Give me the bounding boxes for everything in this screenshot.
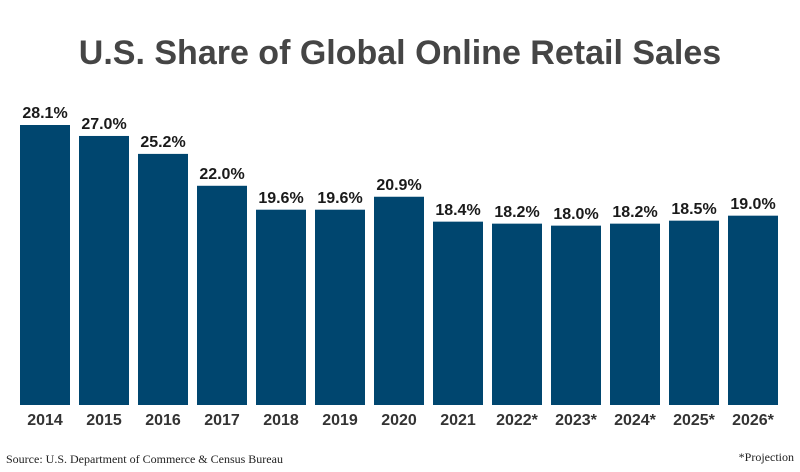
x-tick-label: 2021 (440, 412, 476, 429)
value-label: 19.6% (317, 190, 362, 207)
bar (433, 221, 483, 405)
bar (138, 153, 188, 405)
bar (20, 125, 70, 405)
value-label: 28.1% (22, 105, 67, 122)
x-tick-label: 2020 (381, 412, 417, 429)
value-label: 19.0% (730, 196, 775, 213)
source: Source: U.S. Department of Commerce & Ce… (6, 452, 283, 466)
x-tick-label: 2024* (614, 412, 657, 429)
x-tick-label: 2025* (673, 412, 716, 429)
value-label: 18.4% (435, 202, 480, 219)
value-label: 22.0% (199, 166, 244, 183)
bar (669, 220, 719, 405)
bar (492, 223, 542, 405)
x-tick-label: 2023* (555, 412, 598, 429)
x-tick-label: 2014 (27, 412, 63, 429)
bar (374, 196, 424, 405)
bar (256, 209, 306, 405)
value-label: 19.6% (258, 190, 303, 207)
bar (197, 185, 247, 405)
value-label: 27.0% (81, 116, 126, 133)
value-label: 18.5% (671, 201, 716, 218)
x-tick-label: 2026* (732, 412, 775, 429)
x-tick-label: 2018 (263, 412, 299, 429)
value-label: 20.9% (376, 177, 421, 194)
x-tick-label: 2017 (204, 412, 240, 429)
bar (610, 223, 660, 405)
x-tick-label: 2019 (322, 412, 358, 429)
x-tick-label: 2015 (86, 412, 122, 429)
value-label: 18.2% (494, 204, 539, 221)
value-label: 25.2% (140, 134, 185, 151)
note: *Projection (739, 450, 794, 464)
value-label: 18.2% (612, 204, 657, 221)
bar (79, 135, 129, 405)
x-tick-label: 2016 (145, 412, 181, 429)
bar (551, 225, 601, 405)
bar (315, 209, 365, 405)
value-label: 18.0% (553, 206, 598, 223)
bar (728, 215, 778, 405)
x-tick-label: 2022* (496, 412, 539, 429)
chart-title: U.S. Share of Global Online Retail Sales (79, 34, 721, 72)
